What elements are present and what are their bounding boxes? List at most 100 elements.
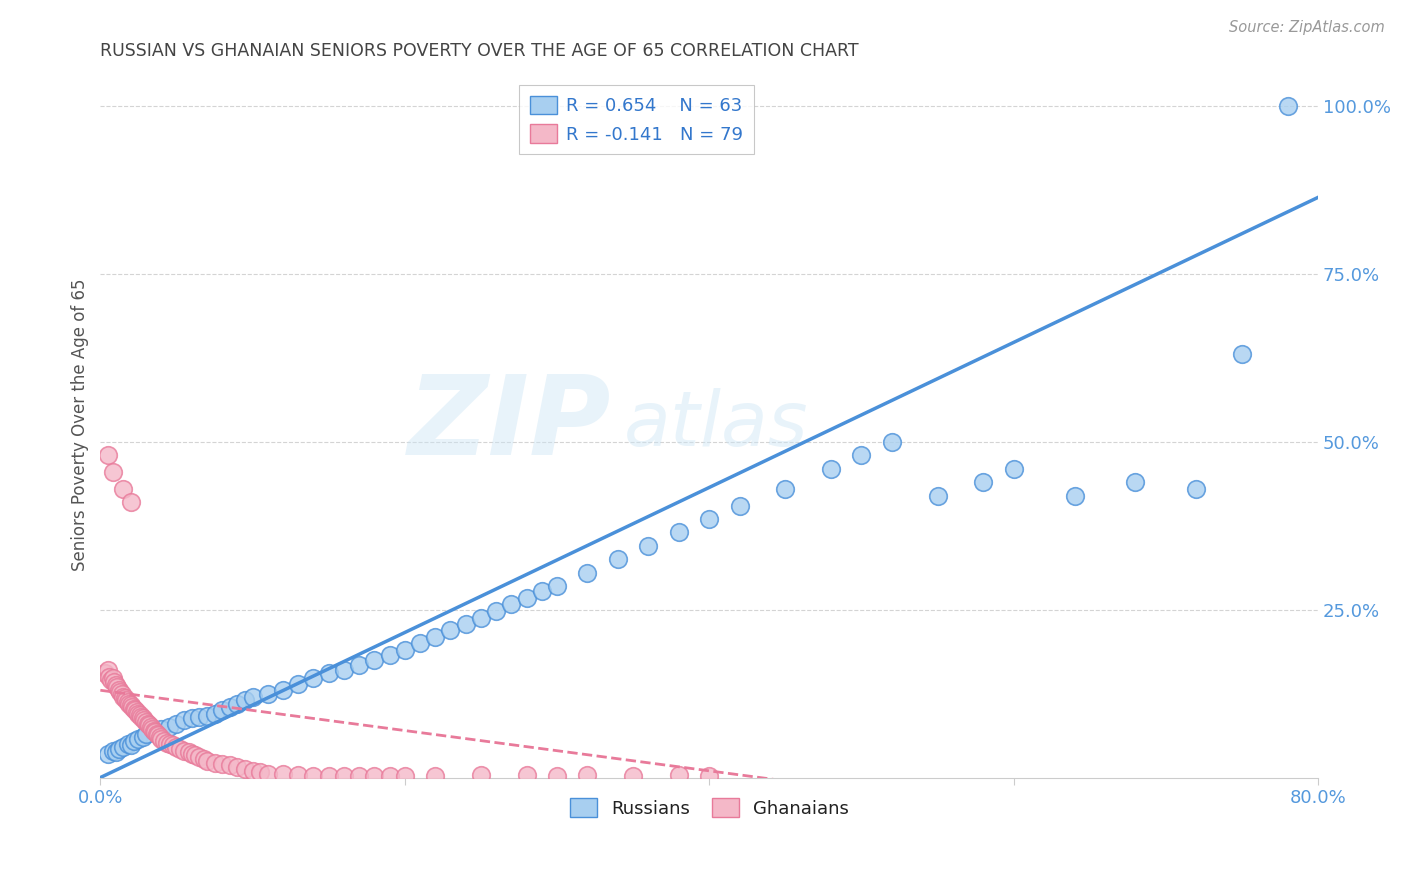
Point: [576, 566, 599, 580]
Point: [162, 739, 184, 753]
Point: [378, 648, 401, 663]
Point: [242, 690, 264, 704]
Text: atlas: atlas: [624, 388, 808, 462]
Point: [347, 769, 370, 783]
Point: [242, 764, 264, 778]
Point: [107, 742, 129, 756]
Point: [104, 745, 127, 759]
Point: [425, 630, 447, 644]
Point: [775, 482, 797, 496]
Point: [101, 465, 124, 479]
Point: [173, 744, 195, 758]
Point: [318, 666, 340, 681]
Point: [180, 711, 202, 725]
Point: [148, 728, 170, 742]
Point: [120, 739, 142, 753]
Point: [122, 702, 145, 716]
Point: [134, 714, 156, 728]
Point: [233, 693, 256, 707]
Point: [141, 722, 163, 736]
Point: [880, 434, 903, 449]
Point: [470, 768, 492, 782]
Point: [159, 737, 181, 751]
Point: [166, 740, 188, 755]
Point: [820, 461, 842, 475]
Point: [439, 623, 461, 637]
Point: [101, 744, 124, 758]
Point: [204, 756, 226, 770]
Point: [183, 748, 205, 763]
Point: [135, 715, 157, 730]
Text: RUSSIAN VS GHANAIAN SENIORS POVERTY OVER THE AGE OF 65 CORRELATION CHART: RUSSIAN VS GHANAIAN SENIORS POVERTY OVER…: [100, 42, 859, 60]
Point: [132, 731, 155, 745]
Point: [728, 499, 751, 513]
Point: [226, 697, 249, 711]
Point: [697, 512, 720, 526]
Point: [333, 768, 356, 782]
Point: [302, 671, 325, 685]
Point: [249, 765, 271, 780]
Point: [97, 747, 120, 761]
Point: [103, 675, 125, 690]
Point: [347, 657, 370, 672]
Point: [120, 698, 142, 712]
Point: [169, 741, 191, 756]
Point: [188, 710, 211, 724]
Point: [972, 475, 994, 489]
Point: [211, 757, 233, 772]
Point: [218, 700, 240, 714]
Point: [112, 482, 135, 496]
Point: [188, 750, 211, 764]
Point: [1185, 482, 1208, 496]
Point: [1277, 99, 1299, 113]
Point: [1002, 461, 1025, 475]
Point: [233, 762, 256, 776]
Point: [121, 700, 143, 714]
Point: [132, 711, 155, 725]
Point: [501, 597, 523, 611]
Point: [180, 747, 202, 761]
Point: [287, 676, 309, 690]
Point: [271, 683, 294, 698]
Point: [166, 716, 188, 731]
Point: [129, 708, 152, 723]
Point: [409, 636, 432, 650]
Point: [318, 769, 340, 783]
Point: [363, 653, 385, 667]
Point: [454, 617, 477, 632]
Point: [117, 737, 139, 751]
Point: [637, 539, 659, 553]
Point: [100, 673, 122, 688]
Point: [425, 768, 447, 782]
Point: [1063, 489, 1085, 503]
Point: [136, 716, 159, 731]
Point: [98, 670, 121, 684]
Point: [101, 671, 124, 685]
Point: [177, 745, 200, 759]
Point: [927, 489, 949, 503]
Point: [157, 720, 180, 734]
Point: [195, 754, 218, 768]
Point: [97, 663, 120, 677]
Point: [516, 768, 538, 782]
Point: [104, 678, 127, 692]
Point: [124, 703, 146, 717]
Point: [127, 706, 149, 721]
Point: [143, 725, 166, 739]
Point: [1125, 475, 1147, 489]
Point: [94, 666, 117, 681]
Point: [530, 583, 553, 598]
Point: [333, 663, 356, 677]
Point: [135, 727, 157, 741]
Point: [138, 718, 160, 732]
Legend: Russians, Ghanaians: Russians, Ghanaians: [562, 791, 856, 825]
Point: [97, 448, 120, 462]
Point: [120, 495, 142, 509]
Point: [127, 731, 149, 746]
Point: [394, 643, 416, 657]
Point: [363, 768, 385, 782]
Point: [256, 766, 278, 780]
Point: [142, 723, 165, 738]
Point: [156, 736, 179, 750]
Point: [211, 703, 233, 717]
